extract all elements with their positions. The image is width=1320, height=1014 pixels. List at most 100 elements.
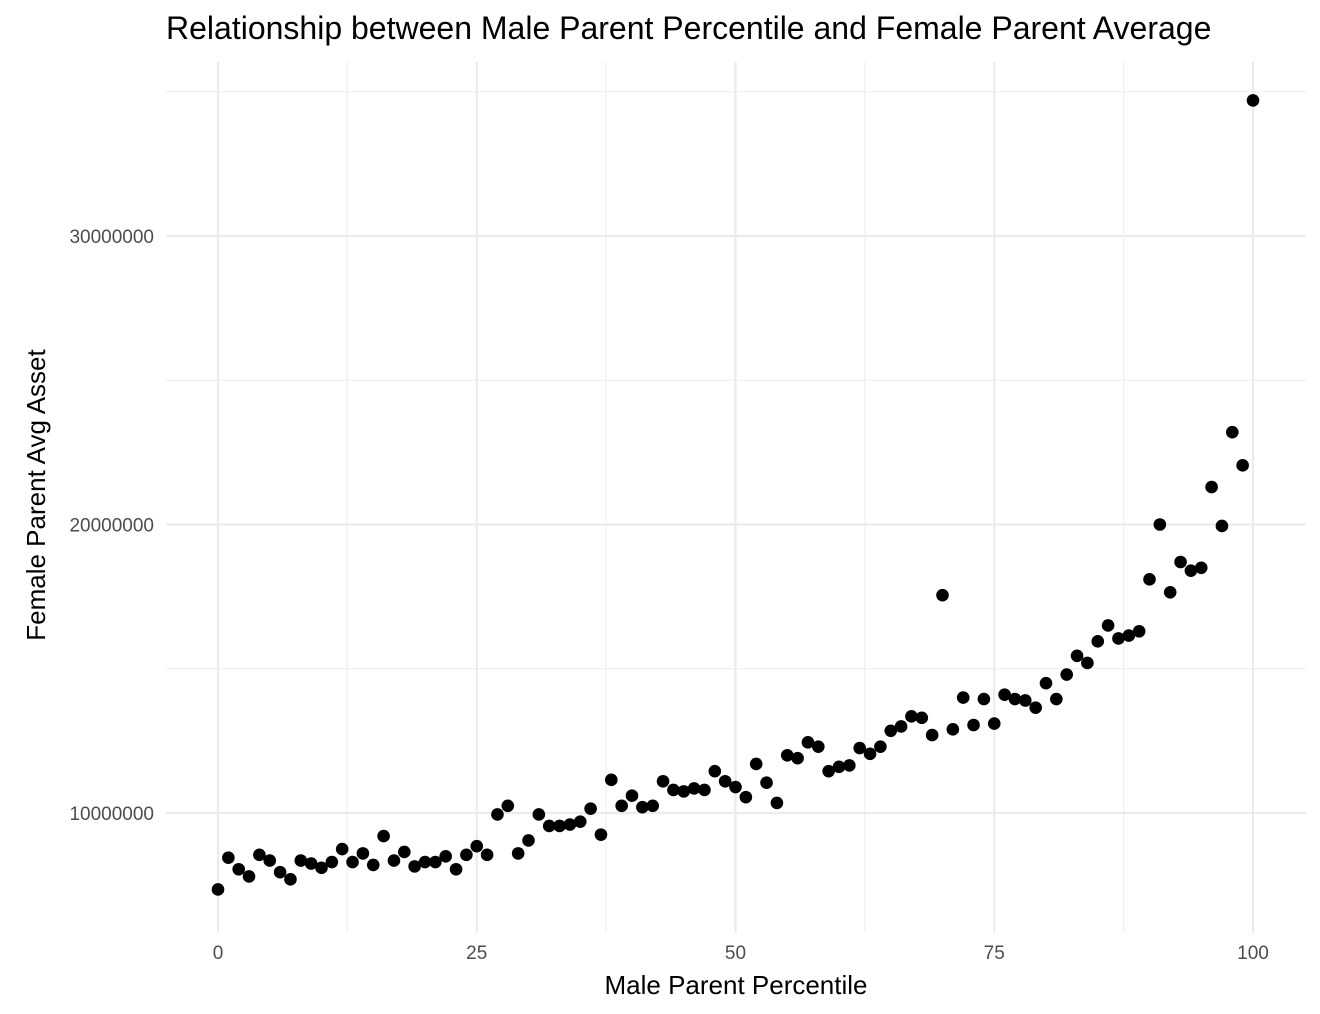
data-point	[1060, 668, 1073, 681]
data-point	[1205, 480, 1218, 494]
data-point	[1132, 624, 1146, 638]
data-point	[346, 855, 359, 869]
data-point	[1194, 561, 1208, 575]
data-point	[325, 855, 339, 869]
data-point	[894, 720, 908, 733]
data-point	[1101, 619, 1115, 632]
data-point	[1174, 555, 1187, 569]
data-point	[646, 799, 659, 813]
y-axis-ticks: 10000000 20000000 30000000	[69, 227, 154, 825]
x-tick-label: 0	[213, 943, 224, 964]
data-point	[470, 839, 484, 853]
data-point	[1122, 629, 1136, 642]
data-point	[284, 873, 297, 886]
data-point	[1163, 585, 1177, 599]
data-point	[749, 757, 763, 771]
data-point	[1143, 573, 1156, 586]
data-point	[832, 760, 846, 774]
data-point	[563, 818, 577, 831]
data-point	[1246, 94, 1260, 107]
data-point	[1050, 692, 1063, 706]
data-point	[491, 808, 504, 821]
data-point	[615, 799, 628, 813]
data-point	[480, 848, 494, 862]
data-point	[729, 780, 742, 794]
data-point	[905, 710, 918, 723]
data-point	[967, 718, 980, 732]
data-point	[1008, 692, 1022, 706]
data-point	[222, 851, 235, 865]
data-point	[822, 764, 835, 778]
y-tick-label: 30000000	[69, 227, 154, 248]
data-point	[780, 749, 794, 762]
data-point	[987, 717, 1001, 730]
data-point	[956, 691, 970, 704]
data-point	[584, 802, 597, 815]
data-point	[1112, 632, 1125, 645]
data-point	[687, 782, 701, 795]
x-tick-label: 50	[725, 943, 746, 964]
data-point	[812, 740, 825, 753]
y-axis-title: Female Parent Avg Asset	[21, 348, 51, 640]
data-point	[843, 759, 856, 772]
data-point	[377, 829, 390, 843]
data-point	[1091, 635, 1105, 648]
data-point	[511, 847, 525, 860]
data-point	[532, 808, 546, 821]
y-tick-label: 10000000	[69, 804, 154, 825]
data-point	[770, 796, 784, 810]
data-point	[263, 854, 277, 867]
data-point	[211, 883, 225, 896]
data-point	[936, 588, 949, 602]
x-axis-title: Male Parent Percentile	[604, 970, 867, 1000]
data-point	[625, 789, 639, 802]
data-point	[677, 785, 691, 798]
data-point	[1184, 564, 1198, 577]
data-point	[946, 723, 960, 736]
data-point	[501, 799, 515, 813]
data-points	[211, 94, 1260, 896]
data-point	[335, 842, 349, 856]
data-point	[1215, 519, 1229, 533]
data-point	[542, 819, 556, 833]
data-point	[460, 848, 473, 862]
data-point	[429, 855, 442, 869]
data-point	[1019, 694, 1032, 707]
data-point	[366, 858, 380, 872]
data-point	[304, 857, 318, 870]
data-point	[232, 862, 245, 876]
data-point	[356, 847, 370, 860]
data-point	[522, 834, 535, 847]
data-point	[273, 865, 287, 879]
data-point	[1226, 425, 1239, 439]
data-point	[387, 854, 401, 867]
data-point	[1153, 518, 1167, 531]
data-point	[636, 800, 649, 814]
data-point	[605, 773, 618, 787]
data-point	[1039, 676, 1053, 690]
data-point	[594, 828, 608, 841]
data-point	[874, 740, 887, 753]
data-point	[294, 854, 308, 867]
data-point	[1236, 459, 1249, 472]
data-point	[853, 741, 866, 755]
chart-title: Relationship between Male Parent Percent…	[166, 10, 1211, 46]
data-point	[315, 861, 328, 875]
data-point	[791, 751, 804, 765]
data-point	[418, 855, 432, 869]
data-point	[667, 783, 680, 797]
data-point	[698, 783, 711, 797]
data-point	[884, 724, 898, 738]
data-point	[573, 815, 587, 828]
data-point	[739, 790, 753, 804]
data-point	[408, 860, 421, 873]
x-axis-ticks: 0 25 50 75 100	[213, 943, 1269, 964]
major-gridlines	[166, 62, 1306, 933]
y-tick-label: 20000000	[69, 516, 154, 537]
data-point	[449, 862, 463, 876]
data-point	[708, 764, 722, 778]
data-point	[253, 848, 266, 862]
data-point	[925, 728, 939, 742]
data-point	[242, 870, 256, 883]
